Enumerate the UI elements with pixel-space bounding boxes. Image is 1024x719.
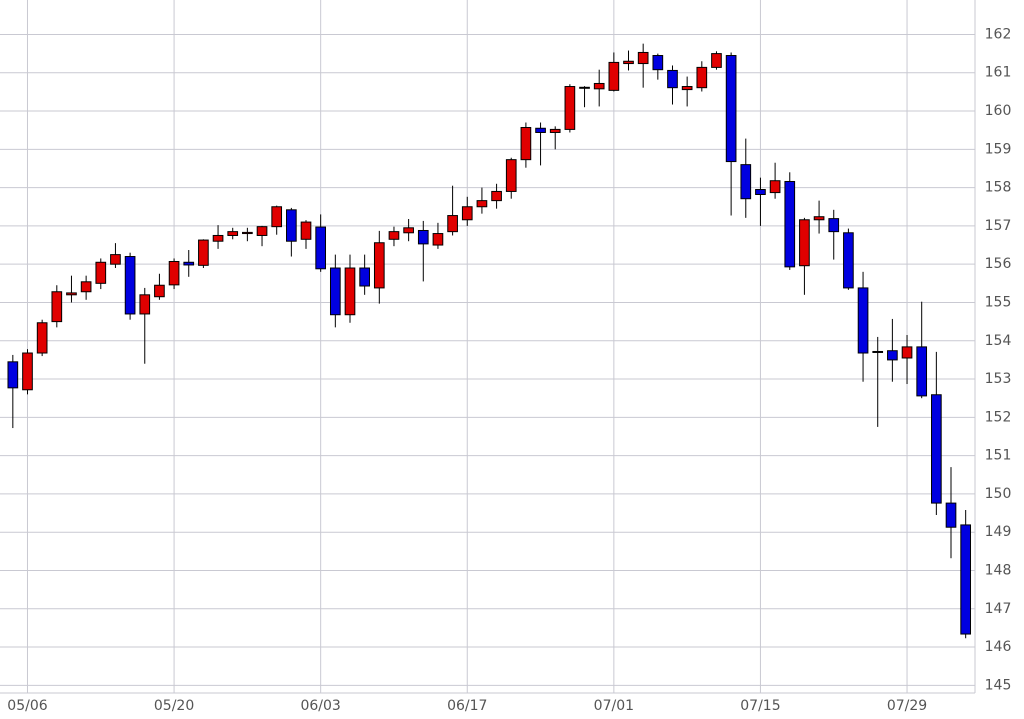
candle-body [725,55,737,163]
candle-body [623,60,634,65]
candle-body [608,61,620,91]
candle-body [256,226,268,236]
y-tick-label: 150 [985,486,1012,502]
candle-body [110,254,121,265]
candle-body [740,164,752,200]
x-tick-label: 05/20 [154,698,194,714]
candle-body [696,66,708,89]
y-tick-label: 153 [985,371,1012,387]
candle-body [183,261,195,266]
candle-body [931,394,942,504]
y-tick-label: 152 [985,409,1012,425]
candle-body [579,86,590,89]
candle-body [872,350,884,353]
y-tick-label: 148 [985,562,1012,578]
y-tick-label: 159 [985,141,1012,157]
candle-body [7,361,19,389]
candle-body [51,291,63,323]
candle-body [80,281,92,293]
candle-body [198,239,209,266]
candle-body [124,256,136,315]
candle-body [828,218,840,233]
candle-body [403,227,414,234]
candle-body [154,284,165,298]
y-tick-label: 158 [985,180,1012,196]
y-tick-label: 147 [985,601,1012,617]
x-tick-label: 07/01 [594,698,634,714]
y-tick-label: 151 [985,448,1012,464]
candle-body [447,215,458,233]
candle-body [945,502,957,528]
candle-body [784,180,796,268]
y-tick-label: 157 [985,218,1012,234]
y-tick-label: 155 [985,294,1012,310]
candle-body [373,242,385,289]
y-tick-label: 160 [985,103,1012,119]
candle-body [344,267,356,316]
candle-body [329,267,341,316]
candle-body [799,219,810,267]
x-tick-label: 07/15 [740,698,780,714]
candle-body [667,69,678,89]
y-tick-label: 149 [985,524,1012,540]
y-tick-label: 156 [985,256,1012,272]
candle-body [755,189,766,195]
candle-body [168,261,180,286]
candle-body [66,292,77,296]
candle-body [549,128,561,133]
candle-body [916,346,928,397]
candle-body [960,524,972,635]
candle-body [491,190,502,202]
candle-body [461,206,473,221]
candle-body [271,206,283,228]
candle-body [36,322,48,354]
x-tick-label: 06/17 [447,698,487,714]
candle-body [535,127,546,133]
candle-body [95,261,107,284]
candle-body [769,180,781,194]
candle-body [564,86,576,130]
candle-body [652,55,664,71]
candle-body [637,51,649,65]
y-tick-label: 154 [985,333,1012,349]
candle-body [901,346,913,359]
candle-body [520,126,532,161]
candle-body [227,231,239,236]
candle-body [857,287,869,354]
candle-body [388,231,400,240]
y-tick-label: 146 [985,639,1012,655]
candle-body [212,234,224,242]
candle-body [813,216,825,221]
candle-body [505,159,517,192]
candle-body [417,229,429,245]
candle-body [300,221,312,240]
candle-body [711,53,722,68]
y-tick-label: 145 [985,677,1012,693]
candle-body [359,267,370,287]
candle-body [432,233,444,246]
candle-body [593,82,605,90]
x-tick-label: 07/29 [887,698,927,714]
candle-body [315,226,327,270]
x-tick-label: 05/06 [7,698,47,714]
y-tick-label: 162 [985,26,1012,42]
candle-body [681,86,693,91]
candle-body [843,232,854,289]
candle-body [476,200,488,208]
candle-body [286,209,297,242]
x-tick-label: 06/03 [300,698,340,714]
candle-body [139,294,151,315]
candle-body [887,350,898,361]
y-tick-label: 161 [985,65,1012,81]
candle-body [22,352,33,391]
candle-body [242,231,253,235]
